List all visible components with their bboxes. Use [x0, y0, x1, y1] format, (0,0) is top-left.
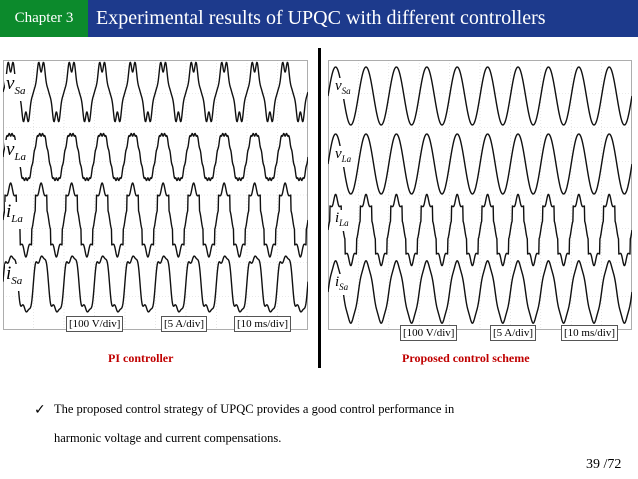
header-bar: Chapter 3 Experimental results of UPQC w…	[0, 0, 638, 37]
oscilloscope-plot-proposed	[328, 60, 632, 330]
scope-grid	[328, 60, 632, 330]
trace-vla	[328, 133, 632, 195]
label-vla: vLa	[5, 140, 28, 167]
check-mark-icon: ✓	[34, 402, 46, 418]
label-vsa: vSa	[334, 78, 352, 99]
scale-current: [5 A/div]	[490, 325, 537, 341]
label-vsa: vSa	[5, 74, 27, 101]
label-isa: iSa	[334, 274, 350, 295]
trace-ila	[328, 193, 632, 267]
bullet-text-line-2: harmonic voltage and current compensatio…	[54, 431, 282, 445]
trace-vsa	[328, 66, 632, 126]
scale-voltage: [100 V/div]	[66, 316, 124, 332]
scale-time: [10 ms/div]	[561, 325, 619, 341]
label-vla: vLa	[334, 146, 353, 167]
scope-grid	[3, 60, 308, 330]
chapter-label: Chapter 3	[0, 0, 88, 37]
label-ila: iLa	[334, 210, 350, 231]
panel-divider	[318, 48, 321, 368]
trace-isa	[328, 260, 632, 324]
caption-proposed-scheme: Proposed control scheme	[402, 351, 530, 365]
scale-voltage: [100 V/div]	[400, 325, 458, 341]
scope-frame	[3, 60, 308, 330]
page-number: 39 /72	[586, 457, 622, 472]
scope-frame	[328, 60, 632, 330]
oscilloscope-plot-pi	[3, 60, 308, 330]
trace-isa	[3, 255, 308, 313]
scale-time: [10 ms/div]	[234, 316, 292, 332]
trace-vsa	[3, 61, 308, 123]
trace-ila	[3, 182, 308, 258]
oscilloscope-panel-proposed: vSa vLa iLa iSa [100 V/div] [5 A/div] [1…	[328, 60, 632, 341]
slide-title: Experimental results of UPQC with differ…	[96, 7, 546, 29]
bullet-text-line-1: The proposed control strategy of UPQC pr…	[54, 402, 455, 416]
caption-pi-controller: PI controller	[108, 351, 174, 365]
oscilloscope-panel-pi: vSa vLa iLa iSa [100 V/div] [5 A/div] [1…	[3, 60, 308, 332]
label-isa: iSa	[5, 264, 24, 291]
trace-vla	[3, 132, 308, 182]
scale-current: [5 A/div]	[161, 316, 208, 332]
label-ila: iLa	[5, 202, 24, 229]
